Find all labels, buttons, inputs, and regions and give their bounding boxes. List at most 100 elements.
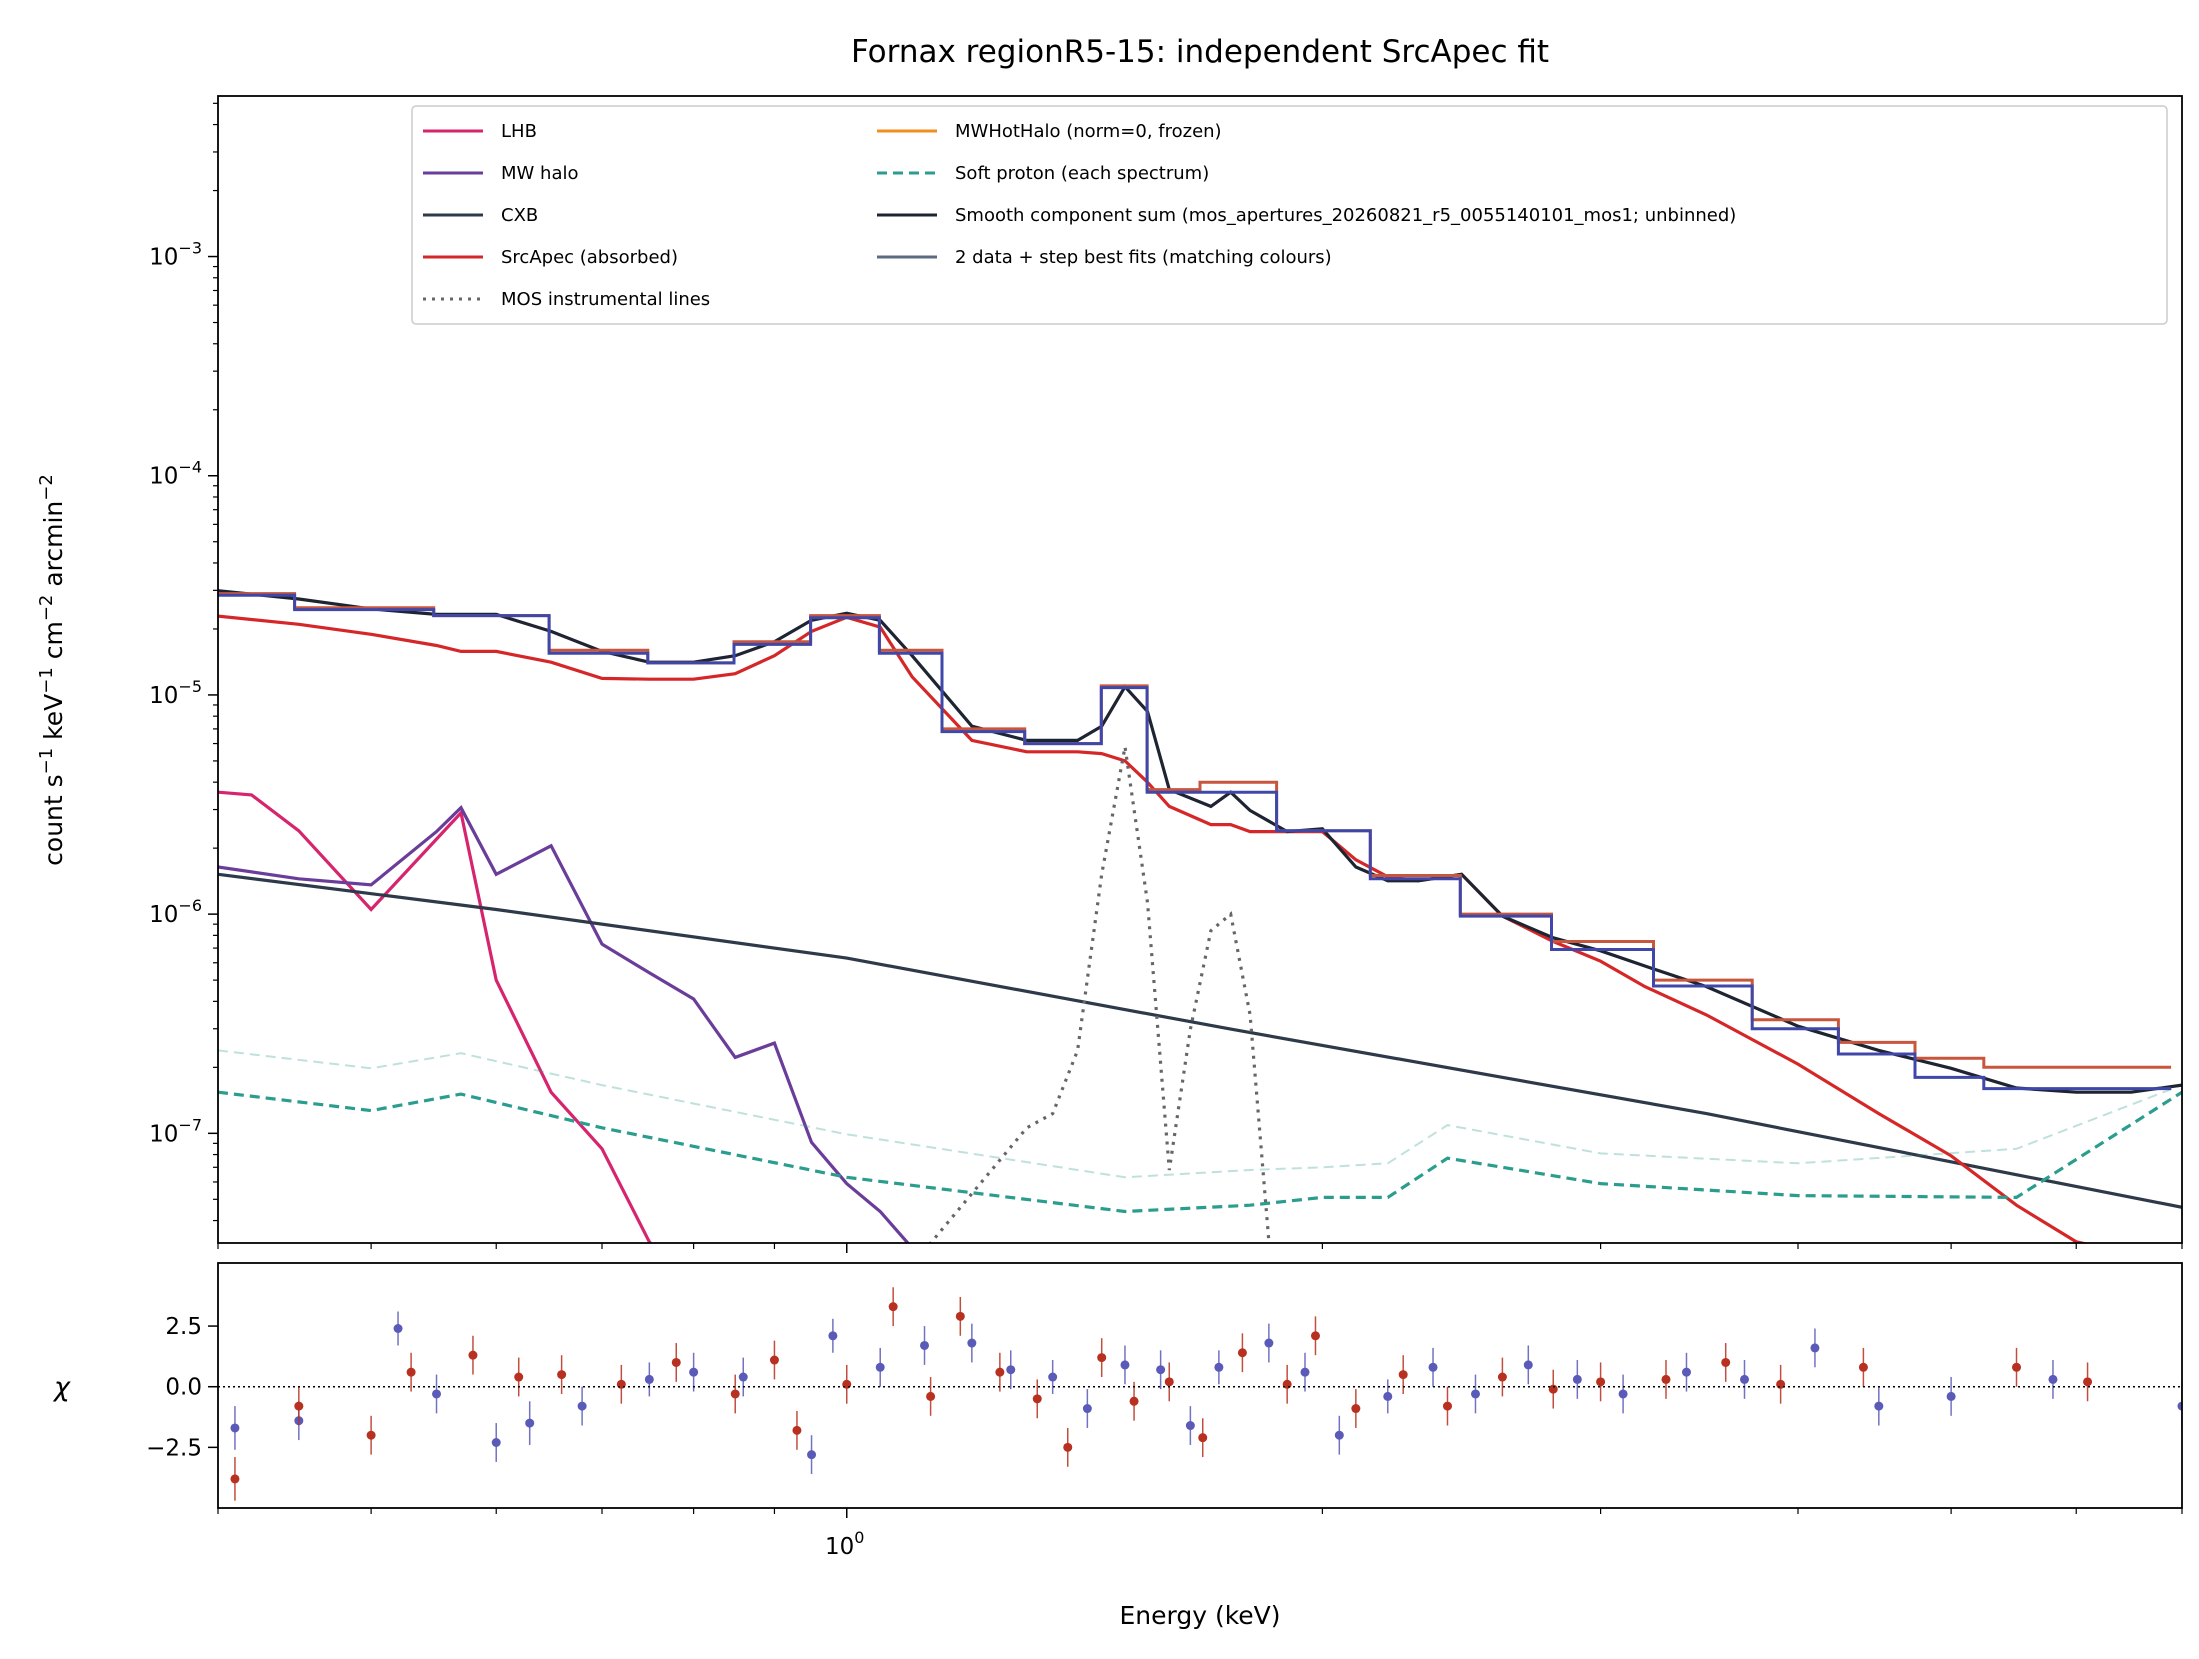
residual-point <box>967 1338 977 1348</box>
residual-point <box>888 1302 898 1312</box>
residual-point <box>1097 1353 1107 1363</box>
residual-point <box>2012 1362 2022 1372</box>
model-line <box>218 872 2182 1209</box>
residual-point <box>955 1311 965 1321</box>
residual-point <box>1082 1404 1092 1414</box>
residual-point <box>1214 1362 1224 1372</box>
residual-point <box>1264 1338 1274 1348</box>
residual-point <box>738 1372 748 1382</box>
residual-point <box>525 1418 535 1428</box>
plot-area <box>230 1287 2182 1501</box>
legend-label: SrcApec (absorbed) <box>501 247 678 268</box>
legend-label: CXB <box>501 205 538 226</box>
residual-point <box>1063 1442 1073 1452</box>
plot-area <box>218 589 2182 1243</box>
residual-point <box>1237 1348 1247 1358</box>
residual-point <box>1006 1365 1016 1375</box>
residual-point <box>1946 1391 1956 1401</box>
x-axis-label: Energy (keV) <box>1119 1601 1280 1630</box>
residual-axis-label: χ <box>52 1372 71 1403</box>
residual-point <box>2177 1401 2182 1411</box>
legend-label: MWHotHalo (norm=0, frozen) <box>955 121 1222 142</box>
residual-point <box>1874 1401 1884 1411</box>
residual-point <box>1858 1362 1868 1372</box>
residual-point <box>577 1401 587 1411</box>
residual-point <box>1334 1430 1344 1440</box>
residual-point <box>491 1438 501 1448</box>
residual-point <box>1572 1374 1582 1384</box>
residual-point <box>1497 1372 1507 1382</box>
residual-point <box>1351 1404 1361 1414</box>
residual-point <box>1310 1331 1320 1341</box>
residual-point <box>393 1323 403 1333</box>
step-fit <box>218 593 2172 1091</box>
residual-point <box>1198 1433 1208 1443</box>
residual-point <box>1523 1360 1533 1370</box>
residual-point <box>514 1372 524 1382</box>
residual-point <box>689 1367 699 1377</box>
residual-point <box>1300 1367 1310 1377</box>
legend-label: 2 data + step best fits (matching colour… <box>955 247 1332 268</box>
residual-point <box>875 1362 885 1372</box>
residual-point <box>1164 1377 1174 1387</box>
residual-point <box>1810 1343 1820 1353</box>
residual-point <box>1681 1367 1691 1377</box>
y-axis-label: count s−1 keV−1 cm−2 arcmin−2 <box>36 474 68 866</box>
y-tick-label: 0.0 <box>165 1375 202 1401</box>
legend-label: LHB <box>501 121 537 142</box>
residual-point <box>432 1389 442 1399</box>
residual-point <box>644 1374 654 1384</box>
y-tick-label: −2.5 <box>146 1435 202 1461</box>
model-line <box>218 790 653 1243</box>
residual-point <box>557 1370 567 1380</box>
residual-point <box>1661 1374 1671 1384</box>
model-line <box>218 1090 2182 1214</box>
residual-point <box>366 1430 376 1440</box>
legend-label: MW halo <box>501 163 579 184</box>
residual-point <box>294 1401 304 1411</box>
residual-point <box>1721 1357 1731 1367</box>
residual-point <box>1470 1389 1480 1399</box>
model-line <box>218 805 910 1243</box>
residual-point <box>730 1389 740 1399</box>
residual-point <box>769 1355 779 1365</box>
legend-box <box>411 105 2168 325</box>
residual-point <box>792 1425 802 1435</box>
residual-point <box>1048 1372 1058 1382</box>
residual-point <box>2048 1374 2058 1384</box>
residual-point <box>1398 1370 1408 1380</box>
residual-point <box>1120 1360 1130 1370</box>
residual-point <box>2083 1377 2093 1387</box>
residual-point <box>1032 1394 1042 1404</box>
axes-frame <box>217 1262 2183 1509</box>
residual-point <box>1428 1362 1438 1372</box>
chart-title: Fornax regionR5-15: independent SrcApec … <box>851 34 1549 70</box>
y-tick-label: 2.5 <box>165 1314 202 1340</box>
residual-point <box>920 1340 930 1350</box>
legend-label: Smooth component sum (mos_apertures_2026… <box>955 205 1736 226</box>
model-line <box>928 746 1271 1243</box>
residual-point <box>926 1391 936 1401</box>
residual-point <box>230 1423 240 1433</box>
residual-point <box>1618 1389 1628 1399</box>
residual-point <box>828 1331 838 1341</box>
residual-point <box>468 1350 478 1360</box>
residual-point <box>230 1474 240 1484</box>
residual-point <box>1129 1396 1139 1406</box>
residual-point <box>671 1357 681 1367</box>
residual-point <box>1548 1384 1558 1394</box>
residual-point <box>1740 1374 1750 1384</box>
residual-point <box>1156 1365 1166 1375</box>
legend-label: Soft proton (each spectrum) <box>955 163 1209 184</box>
model-line-secondary <box>218 1049 2182 1179</box>
residual-point <box>406 1367 416 1377</box>
residual-point <box>995 1367 1005 1377</box>
residual-point <box>1442 1401 1452 1411</box>
axes-frame <box>217 95 2183 1244</box>
residual-point <box>1383 1391 1393 1401</box>
residual-point <box>807 1450 817 1460</box>
residual-point <box>1596 1377 1606 1387</box>
legend-label: MOS instrumental lines <box>501 289 710 310</box>
